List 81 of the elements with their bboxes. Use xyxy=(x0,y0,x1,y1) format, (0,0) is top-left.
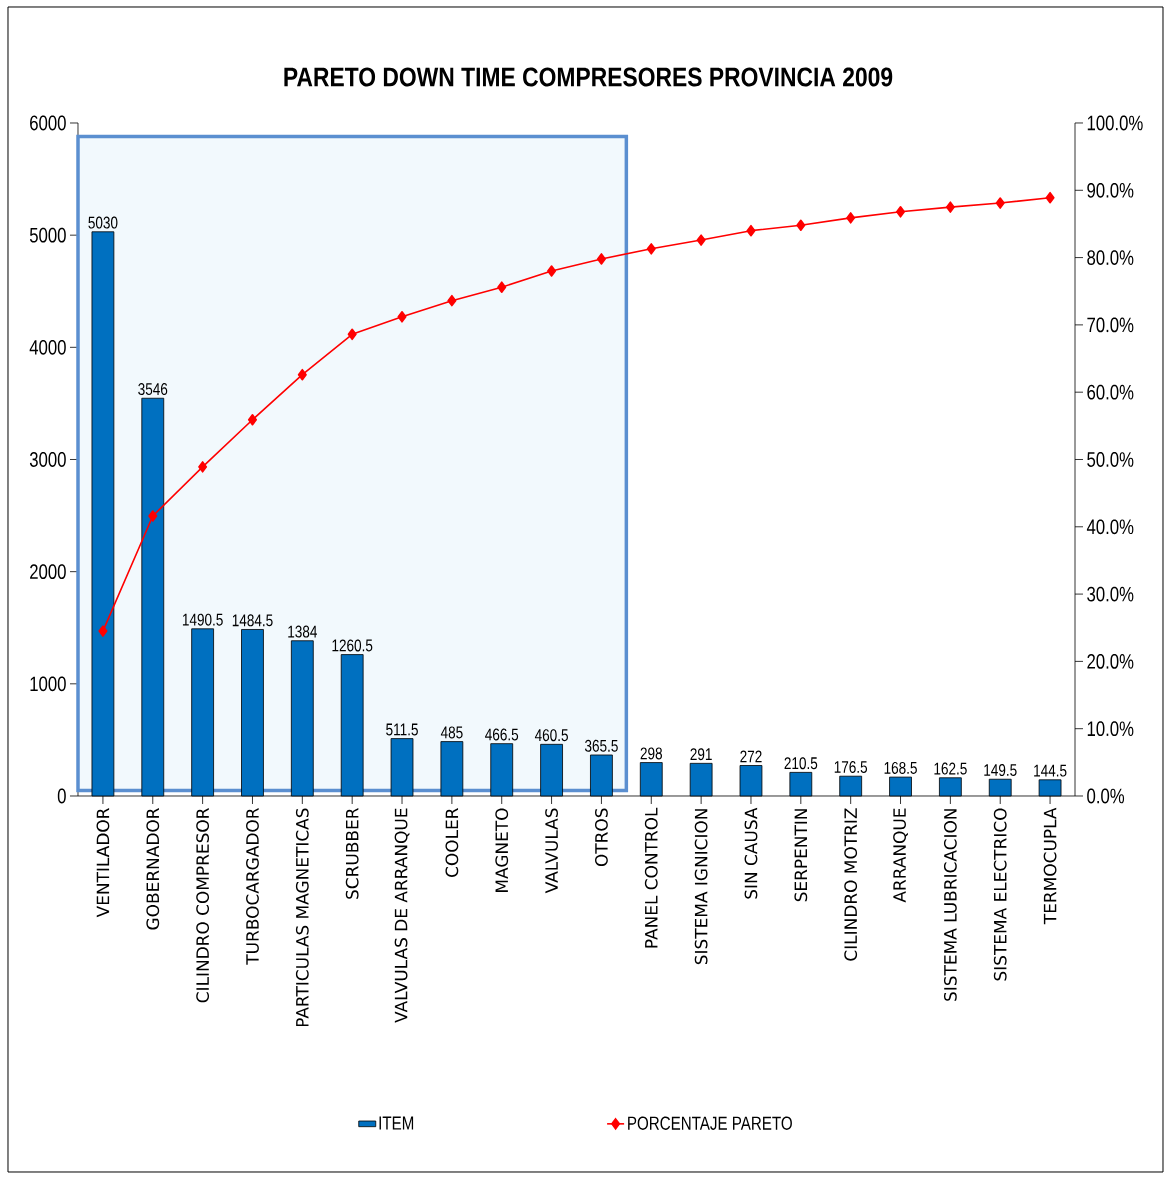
point xyxy=(397,311,407,323)
data-label: 162.5 xyxy=(934,762,967,775)
y2-tick-label: 50.0% xyxy=(1087,452,1134,467)
x-tick-label: SERPENTIN xyxy=(794,809,808,902)
data-label: 149.5 xyxy=(984,764,1017,777)
y-tick-label: 6000 xyxy=(30,115,66,131)
y2-tick-label: 40.0% xyxy=(1086,519,1134,535)
data-label: 460.5 xyxy=(534,729,568,742)
data-label: 5030 xyxy=(88,216,118,229)
y2-tick-label: 30.0% xyxy=(1087,586,1134,602)
x-tick-label: SISTEMA ELECTRICO xyxy=(993,808,1007,981)
y-tick-label: 2000 xyxy=(30,564,66,580)
data-label: 144.5 xyxy=(1034,764,1067,777)
point xyxy=(497,281,507,293)
y2-tick-label: 100.0% xyxy=(1087,115,1143,131)
legend-label: PORCENTAJE PARETO xyxy=(628,1116,792,1130)
point xyxy=(247,414,258,426)
y2-tick-label: 60.0% xyxy=(1087,384,1134,400)
x-tick-label: SCRUBBER xyxy=(345,808,359,899)
y2-tick-label: 70.0% xyxy=(1087,317,1134,333)
x-tick-label: GOBERNADOR xyxy=(146,808,160,930)
data-label: 3546 xyxy=(138,383,168,396)
y2-tick-label: 20.0% xyxy=(1087,653,1134,669)
legend-label: ITEM xyxy=(379,1116,414,1130)
point xyxy=(796,219,806,232)
y2-tick-label: 10.0% xyxy=(1087,721,1134,737)
data-label: 210.5 xyxy=(784,757,818,770)
data-label: 1484.5 xyxy=(232,614,273,627)
data-label: 176.5 xyxy=(834,761,868,774)
x-tick-label: VENTILADOR xyxy=(96,808,110,918)
data-label: 168.5 xyxy=(884,761,917,774)
x-tick-label: MAGNETO xyxy=(495,808,509,892)
point xyxy=(945,201,955,213)
y-tick-label: 4000 xyxy=(29,339,66,355)
point xyxy=(198,461,208,473)
point xyxy=(1045,191,1055,204)
y-tick-label: 0 xyxy=(57,788,66,804)
point xyxy=(995,197,1005,209)
point xyxy=(447,294,457,307)
x-tick-label: SIN CAUSA xyxy=(744,807,758,899)
point xyxy=(347,328,357,341)
chart-title: PARETO DOWN TIME COMPRESORES PROVINCIA 2009 xyxy=(284,67,893,87)
data-label: 1384 xyxy=(288,625,317,638)
x-tick-label: TERMOCUPLA xyxy=(1043,807,1057,925)
data-label: 511.5 xyxy=(386,723,418,736)
point xyxy=(297,368,307,381)
data-label: 272 xyxy=(740,750,762,763)
point xyxy=(895,206,906,218)
x-tick-label: SISTEMA LUBRICACION xyxy=(943,809,957,1001)
y2-tick-label: 80.0% xyxy=(1087,250,1134,265)
point xyxy=(746,224,756,237)
data-label: 365.5 xyxy=(584,739,618,752)
point xyxy=(98,625,108,637)
x-tick-label: CILINDRO MOTRIZ xyxy=(844,808,858,961)
point xyxy=(596,253,606,265)
data-label: 1260.5 xyxy=(332,639,373,652)
x-tick-label: OTROS xyxy=(595,808,608,867)
point xyxy=(547,265,557,277)
x-tick-label: COOLER xyxy=(445,808,459,877)
point xyxy=(646,243,656,255)
x-tick-label: SISTEMA IGNICION xyxy=(694,809,708,965)
data-label: 298 xyxy=(640,747,662,760)
data-label: 485 xyxy=(440,726,463,739)
y-tick-label: 3000 xyxy=(29,452,66,467)
x-tick-label: VALVULAS DE ARRANQUE xyxy=(394,808,410,1023)
x-tick-label: PANEL CONTROL xyxy=(644,807,658,948)
point xyxy=(696,234,706,246)
y2-tick-label: 90.0% xyxy=(1087,182,1134,198)
data-label: 1490.5 xyxy=(182,613,223,626)
data-label: 466.5 xyxy=(485,728,519,741)
y2-tick-label: 0.0% xyxy=(1087,788,1125,804)
y-tick-label: 1000 xyxy=(30,676,66,692)
x-tick-label: CILINDRO COMPRESOR xyxy=(196,808,210,1003)
y-tick-label: 5000 xyxy=(29,227,66,243)
x-tick-label: VALVULAS xyxy=(545,808,558,894)
point xyxy=(846,212,856,224)
point xyxy=(148,510,158,522)
x-tick-label: TURBOCARGADOR xyxy=(246,807,259,965)
x-tick-label: ARRANQUE xyxy=(893,808,908,903)
x-tick-label: PARTICULAS MAGNETICAS xyxy=(295,808,309,1027)
data-label: 291 xyxy=(690,748,712,761)
